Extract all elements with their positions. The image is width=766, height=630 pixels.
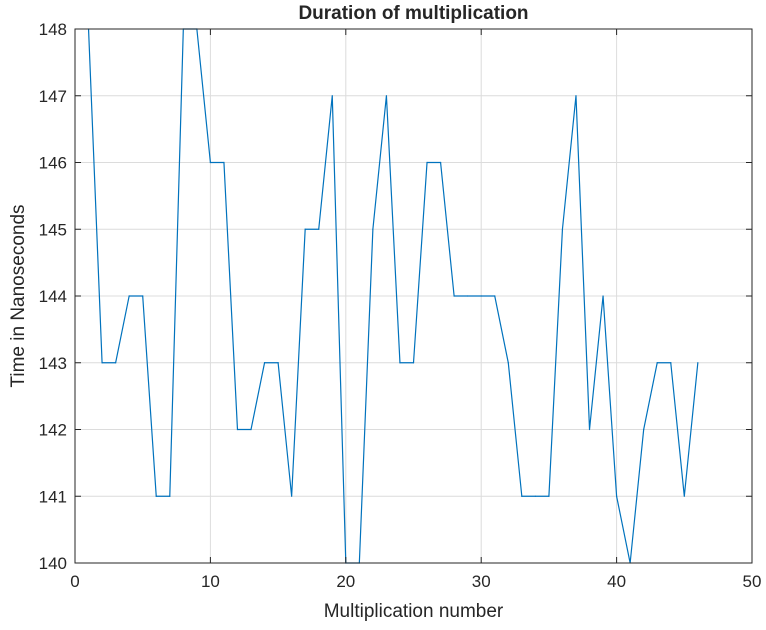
data-point bbox=[209, 161, 211, 164]
data-point bbox=[277, 362, 279, 364]
y-tick-label: 147 bbox=[39, 87, 67, 106]
chart-title: Duration of multiplication bbox=[298, 3, 528, 24]
y-tick-label: 142 bbox=[39, 421, 67, 440]
data-point bbox=[697, 362, 699, 364]
data-point bbox=[521, 495, 523, 497]
data-point bbox=[304, 228, 306, 230]
x-axis-label: Multiplication number bbox=[324, 601, 504, 622]
data-point bbox=[331, 95, 333, 97]
y-tick-label: 143 bbox=[39, 354, 67, 373]
data-point bbox=[602, 295, 604, 297]
y-tick-label: 144 bbox=[39, 287, 67, 306]
data-point bbox=[453, 295, 455, 297]
data-point bbox=[318, 228, 320, 230]
data-point bbox=[223, 161, 225, 164]
data-point bbox=[169, 495, 171, 497]
data-point bbox=[101, 362, 103, 364]
data-point bbox=[683, 495, 685, 497]
y-tick-label: 146 bbox=[39, 154, 67, 173]
x-tick-label: 50 bbox=[743, 572, 762, 591]
data-point bbox=[548, 495, 550, 497]
data-point bbox=[643, 428, 645, 431]
data-point bbox=[291, 495, 293, 497]
x-tick-label: 40 bbox=[607, 572, 626, 591]
data-point bbox=[480, 295, 482, 297]
data-point bbox=[399, 362, 401, 364]
data-point bbox=[656, 362, 658, 364]
data-point bbox=[439, 161, 442, 164]
data-point bbox=[250, 428, 252, 431]
y-tick-label: 141 bbox=[39, 487, 67, 506]
data-point bbox=[494, 295, 496, 297]
data-point bbox=[507, 362, 509, 364]
data-point bbox=[385, 95, 388, 97]
data-point bbox=[372, 228, 374, 230]
data-point bbox=[142, 295, 144, 297]
data-point bbox=[412, 362, 415, 364]
data-point bbox=[467, 295, 469, 297]
x-tick-label: 20 bbox=[336, 572, 355, 591]
data-point bbox=[426, 161, 428, 164]
y-tick-label: 148 bbox=[39, 20, 67, 39]
data-point bbox=[534, 495, 536, 497]
x-tick-label: 0 bbox=[70, 572, 79, 591]
data-point bbox=[115, 362, 117, 364]
data-point bbox=[128, 295, 130, 297]
data-point bbox=[575, 95, 577, 97]
data-point bbox=[155, 495, 157, 497]
x-tick-label: 10 bbox=[201, 572, 220, 591]
data-point bbox=[670, 362, 672, 364]
data-point bbox=[561, 228, 564, 230]
data-point bbox=[263, 362, 266, 364]
x-axis-ticks: 0 10 20 30 40 50 bbox=[70, 29, 761, 591]
y-tick-label: 140 bbox=[39, 554, 67, 573]
data-point bbox=[588, 428, 591, 431]
y-tick-label: 145 bbox=[39, 220, 67, 239]
data-point bbox=[616, 495, 618, 497]
data-point bbox=[236, 428, 239, 431]
y-axis-label: Time in Nanoseconds bbox=[8, 204, 29, 387]
x-tick-label: 30 bbox=[472, 572, 491, 591]
y-axis-ticks: 140 141 142 143 144 145 146 147 148 bbox=[39, 20, 752, 573]
